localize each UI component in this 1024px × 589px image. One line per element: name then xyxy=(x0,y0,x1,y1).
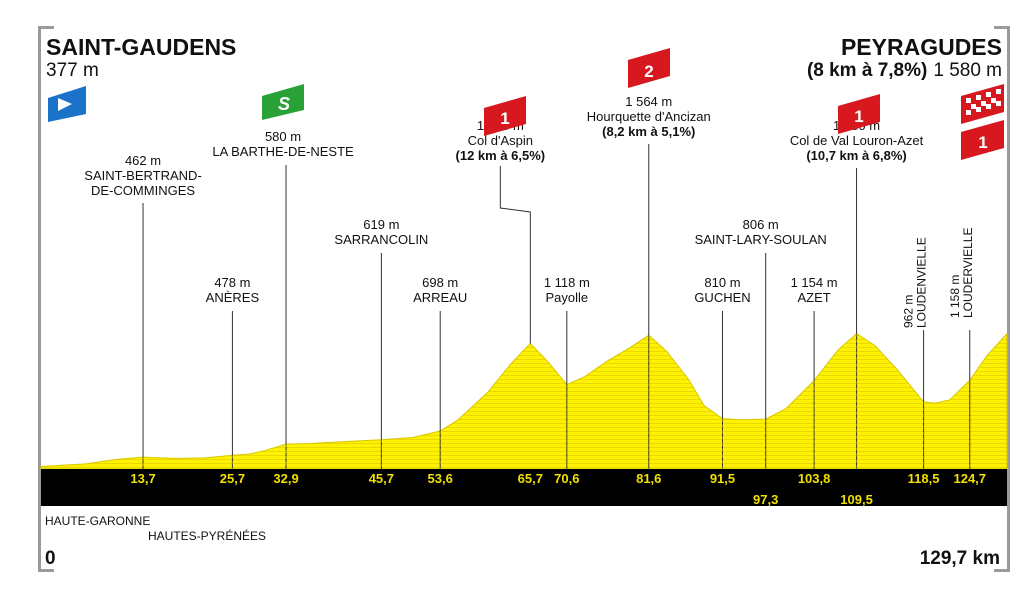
marker-12-km: 118,5 xyxy=(908,471,940,486)
marker-12-name: LOUDENVIELLE xyxy=(915,237,929,328)
marker-4-km: 53,6 xyxy=(428,471,453,486)
frame-corner-top-right xyxy=(994,26,1010,29)
marker-13-altitude: 1 158 m xyxy=(948,275,962,318)
marker-9-altitude: 806 m xyxy=(743,217,779,232)
climb-badge-ancizan-icon: 2 xyxy=(628,48,670,88)
marker-4-altitude: 698 m xyxy=(422,275,458,290)
profile-frame xyxy=(38,26,1010,576)
marker-5-km: 65,7 xyxy=(518,471,543,486)
marker-2-name-0: LA BARTHE-DE-NESTE xyxy=(212,144,354,159)
marker-12-label-group: 962 m LOUDENVIELLE xyxy=(902,237,929,328)
marker-3-km: 45,7 xyxy=(369,471,394,486)
start-altitude: 377 m xyxy=(46,60,99,81)
frame-corner-top-left xyxy=(38,26,54,29)
marker-7-altitude: 1 564 m xyxy=(625,94,672,109)
marker-5-climb: (12 km à 6,5%) xyxy=(456,148,546,163)
marker-9-name-0: SAINT-LARY-SOULAN xyxy=(695,232,827,247)
start-badge-icon xyxy=(48,86,86,122)
marker-2-altitude: 580 m xyxy=(265,129,301,144)
marker-10-altitude: 1 154 m xyxy=(791,275,838,290)
marker-0-altitude: 462 m xyxy=(125,153,161,168)
marker-13-label-group: 1 158 m LOUDERVIELLE xyxy=(948,228,975,319)
marker-5-line xyxy=(499,166,531,344)
region-hautes-pyrenees: HAUTES-PYRÉNÉES xyxy=(148,528,266,543)
climb-badge-ancizan-category: 2 xyxy=(644,62,653,81)
marker-1-km: 25,7 xyxy=(220,471,245,486)
marker-2-km: 32,9 xyxy=(273,471,298,486)
finish-info: (8 km à 7,8%) 1 580 m xyxy=(807,60,1002,81)
marker-6-name-0: Payolle xyxy=(546,290,589,305)
km-band xyxy=(41,469,1007,506)
finish-climb: (8 km à 7,8%) xyxy=(807,60,927,81)
marker-7-km: 81,6 xyxy=(636,471,661,486)
marker-0-km: 13,7 xyxy=(130,471,155,486)
marker-6-altitude: 1 118 m xyxy=(544,275,590,290)
marker-6-km: 70,6 xyxy=(554,471,579,486)
marker-1-name-0: ANÈRES xyxy=(206,290,260,305)
distance-start: 0 xyxy=(45,548,56,569)
marker-3-name-0: SARRANCOLIN xyxy=(334,232,428,247)
marker-0-name-0: SAINT-BERTRAND- xyxy=(84,168,202,183)
climb-badge-val-louron-category: 1 xyxy=(854,107,863,126)
marker-1-altitude: 478 m xyxy=(214,275,250,290)
marker-11-climb: (10,7 km à 6,8%) xyxy=(806,148,906,163)
marker-0-name-1: DE-COMMINGES xyxy=(91,183,195,198)
marker-8-altitude: 810 m xyxy=(704,275,740,290)
frame-corner-bottom-left xyxy=(38,569,54,572)
marker-11-km: 109,5 xyxy=(840,492,873,507)
finish-altitude: 1 580 m xyxy=(933,60,1002,81)
finish-climb-badge-icon: 1 xyxy=(961,120,1004,160)
marker-9-km: 97,3 xyxy=(753,492,778,507)
marker-10-name-0: AZET xyxy=(797,290,830,305)
frame-corner-bottom-right xyxy=(994,569,1010,572)
marker-lines-group xyxy=(142,144,971,469)
marker-7-climb: (8,2 km à 5,1%) xyxy=(602,124,695,139)
finish-town: PEYRAGUDES xyxy=(841,34,1002,60)
marker-8-name-0: GUCHEN xyxy=(694,290,750,305)
finish-climb-badge-category: 1 xyxy=(978,133,987,152)
start-town: SAINT-GAUDENS xyxy=(46,34,236,60)
marker-12-altitude: 962 m xyxy=(902,295,916,328)
region-haute-garonne: HAUTE-GARONNE xyxy=(45,514,150,528)
marker-13-km: 124,7 xyxy=(953,471,986,486)
km-labels-group: 13,7 25,7 32,9 45,7 53,6 65,7 70,6 81,6 91,5 97,3… xyxy=(130,471,986,507)
climb-badge-val-louron-icon: 1 xyxy=(838,94,880,134)
sprint-badge-letter: S xyxy=(278,94,290,114)
climb-badge-aspin-icon: 1 xyxy=(484,96,526,136)
distance-total: 129,7 km xyxy=(920,548,1000,569)
marker-11-name-0: Col de Val Louron-Azet xyxy=(790,133,924,148)
marker-5-name-0: Col d'Aspin xyxy=(468,133,533,148)
profile-area-group xyxy=(40,332,1008,470)
climb-badge-aspin-category: 1 xyxy=(500,109,509,128)
marker-7-name-0: Hourquette d'Ancizan xyxy=(587,109,711,124)
marker-8-km: 91,5 xyxy=(710,471,735,486)
finish-flag-icon xyxy=(961,84,1004,124)
profile-area xyxy=(40,332,1008,470)
marker-13-name: LOUDERVIELLE xyxy=(961,228,975,319)
sprint-badge-icon: S xyxy=(262,84,304,120)
frame-right-edge xyxy=(1007,26,1010,572)
marker-4-name-0: ARREAU xyxy=(413,290,467,305)
marker-3-altitude: 619 m xyxy=(363,217,399,232)
marker-10-km: 103,8 xyxy=(798,471,831,486)
frame-left-edge xyxy=(38,26,41,572)
